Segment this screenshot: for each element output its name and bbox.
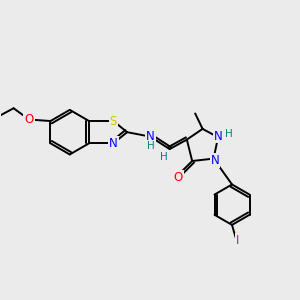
Text: O: O: [174, 170, 183, 184]
Text: N: N: [109, 137, 118, 150]
Text: I: I: [236, 234, 239, 247]
Text: N: N: [211, 154, 220, 166]
Text: H: H: [160, 152, 168, 162]
Text: N: N: [214, 130, 223, 142]
Text: S: S: [110, 115, 117, 128]
Text: H: H: [147, 141, 155, 151]
Text: N: N: [146, 130, 155, 143]
Text: H: H: [225, 129, 232, 139]
Text: O: O: [24, 113, 34, 126]
